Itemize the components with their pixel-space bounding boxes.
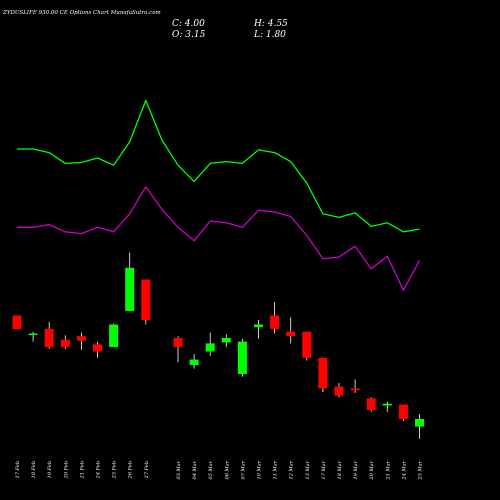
candle-body-down [318, 357, 328, 389]
candle [318, 357, 328, 392]
candle-body-down [93, 344, 102, 352]
candle-body-down [12, 315, 22, 329]
candle-body-down [270, 315, 280, 329]
candle [205, 332, 215, 356]
candle-body-up [254, 324, 263, 328]
candle-body-down [173, 338, 183, 347]
candle [28, 331, 38, 342]
x-tick-label: 13 Mar [305, 460, 311, 479]
candle-body-up [205, 343, 215, 352]
indicator-lines [17, 99, 421, 291]
x-tick-label: 18 Mar [337, 460, 343, 479]
candle [254, 320, 263, 339]
x-axis: 17 Feb 18 Feb 19 Feb 20 Feb 21 Feb 24 Feb 25 F… [15, 460, 424, 480]
candle-body-down [302, 331, 312, 358]
upper-line [17, 99, 420, 233]
candle-body-up [109, 324, 119, 347]
x-tick-label: 03 Mar [176, 460, 182, 479]
x-tick-label: 07 Mar [240, 460, 246, 479]
candle [12, 315, 22, 329]
lower-line [17, 186, 421, 291]
candle-body-down [76, 336, 86, 341]
candle-body-up [189, 359, 199, 365]
candle [270, 302, 280, 334]
candle [398, 404, 408, 421]
candle [415, 414, 424, 439]
candle-body-up [415, 419, 424, 427]
close-value: C: 4.00 [172, 19, 205, 29]
candle [60, 335, 70, 349]
x-tick-label: 19 Mar [353, 460, 359, 479]
x-tick-label: 25 Mar [418, 460, 424, 480]
candle-body-up [382, 403, 392, 406]
x-tick-label: 10 Mar [257, 460, 263, 479]
candle-body-down [141, 279, 151, 320]
candle [382, 401, 392, 412]
x-tick-label: 04 Mar [192, 460, 198, 479]
candle [109, 323, 119, 347]
candle [44, 321, 54, 349]
candle-body-down [398, 404, 408, 419]
chart-title: ZYDUSLIFE 930.00 CE Options Chart Munafa… [2, 10, 161, 16]
x-tick-label: 21 Mar [385, 460, 391, 480]
x-tick-label: 12 Mar [289, 460, 295, 479]
high-value: H: 4.55 [253, 19, 288, 29]
x-tick-label: 21 Feb [79, 461, 85, 479]
candle-body-down [286, 331, 296, 337]
x-tick-label: 20 Mar [369, 460, 375, 480]
x-tick-label: 05 Mar [208, 460, 214, 479]
candle-body-up [237, 341, 247, 374]
candle [221, 334, 231, 347]
x-tick-label: 06 Mar [224, 460, 230, 479]
x-tick-label: 17 Mar [321, 460, 327, 479]
x-tick-label: 20 Feb [63, 461, 69, 479]
x-tick-label: 27 Feb [144, 461, 150, 479]
candle-body-down [366, 398, 376, 410]
x-tick-label: 17 Feb [15, 461, 21, 478]
x-tick-label: 25 Feb [112, 461, 118, 479]
x-tick-label: 19 Feb [47, 461, 53, 478]
candle [125, 252, 135, 311]
candle [237, 338, 247, 377]
open-value: O: 3.15 [172, 30, 206, 40]
candle [173, 336, 183, 363]
x-tick-label: 24 Mar [401, 460, 407, 480]
candle [302, 331, 312, 361]
candle [189, 354, 199, 369]
candle-body-down [60, 339, 70, 347]
candle-body-down [334, 386, 344, 396]
candle-body-up [28, 333, 38, 335]
candle-body-up [221, 338, 231, 343]
candle-body-up [125, 267, 135, 311]
candle [286, 317, 296, 344]
candle [366, 397, 376, 412]
candle [141, 279, 151, 325]
x-tick-label: 18 Feb [31, 461, 37, 478]
candle [76, 332, 86, 350]
x-tick-label: 26 Feb [128, 461, 134, 479]
candle-body-down [350, 388, 360, 391]
x-tick-label: 11 Mar [273, 460, 279, 479]
candle [93, 341, 102, 358]
candle [350, 379, 360, 393]
candles-group [12, 252, 424, 439]
low-value: L: 1.80 [253, 30, 286, 40]
x-tick-label: 24 Feb [96, 461, 102, 479]
candle [334, 383, 344, 398]
candle-body-down [44, 329, 54, 347]
